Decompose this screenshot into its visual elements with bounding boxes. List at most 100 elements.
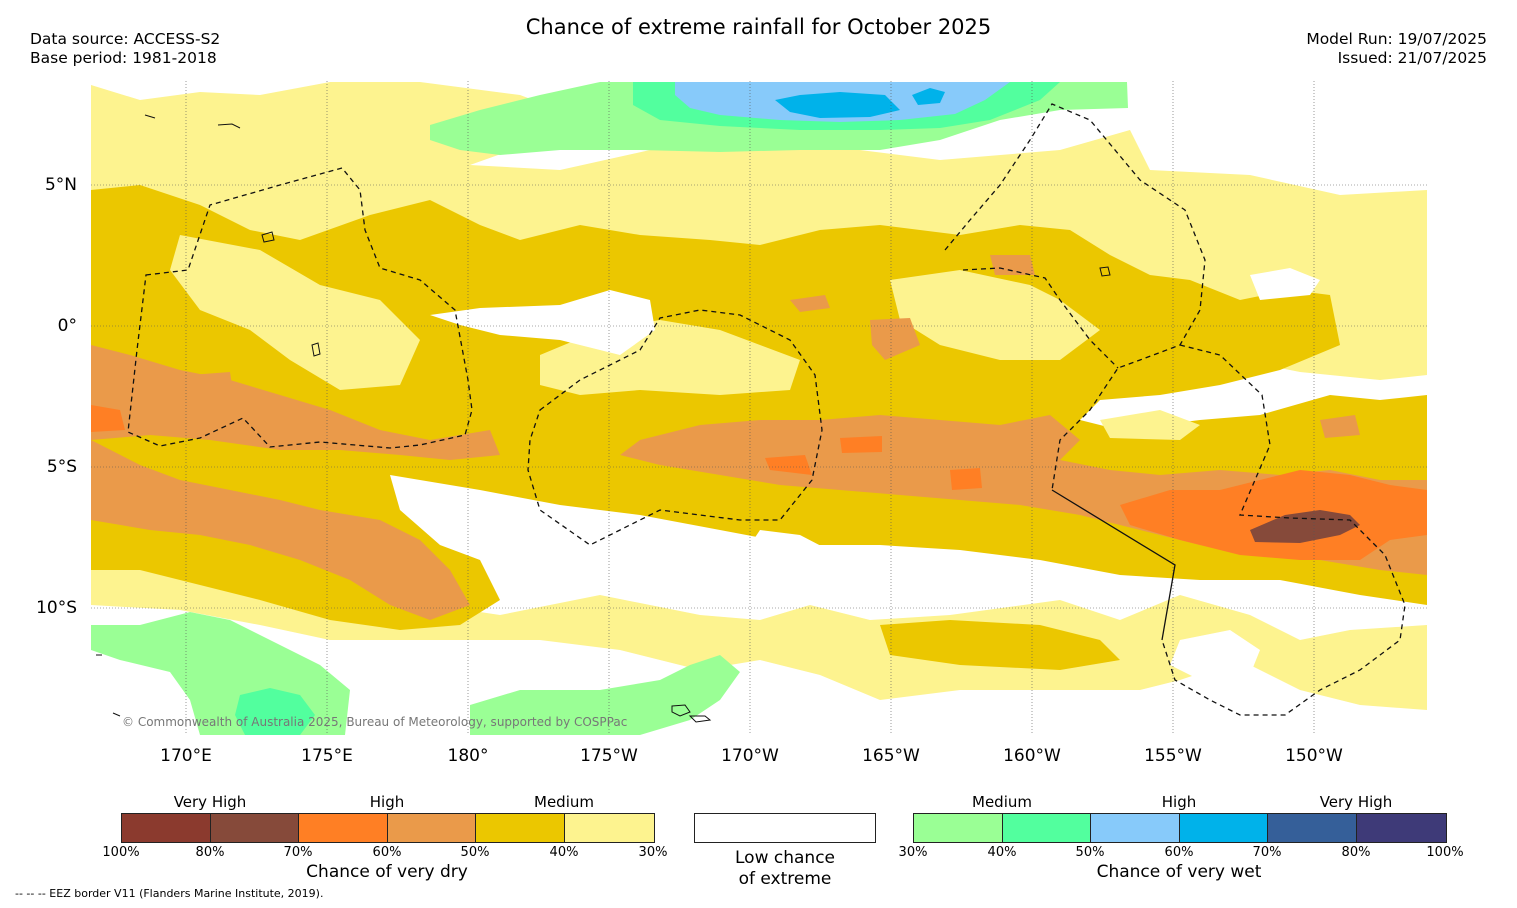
wet-60-70-patch-north	[912, 88, 945, 105]
header-left: Data source: ACCESS-S2 Base period: 1981…	[30, 30, 220, 68]
dry-50-60-patch-5	[190, 372, 232, 388]
lat-label-0: 0°	[57, 316, 77, 336]
low-chance-hole-4	[1250, 268, 1320, 300]
low-chance-swatch	[694, 813, 876, 843]
wet-category-medium: Medium	[972, 793, 1032, 811]
wet-category-high: High	[1161, 793, 1197, 811]
wet-colorbar-title: Chance of very wet	[1096, 862, 1262, 882]
dry-40-50-area	[91, 185, 1427, 630]
header-right: Model Run: 19/07/2025 Issued: 21/07/2025	[1306, 30, 1487, 68]
lon-label-175w: 175°W	[580, 746, 638, 766]
low-chance-line-2: of extreme	[738, 869, 832, 889]
dry-swatch-70-80	[211, 814, 299, 842]
dry-tick-70: 70%	[283, 845, 313, 860]
dry-60-70-patch-1	[91, 405, 125, 432]
low-chance-hole-3	[915, 555, 945, 580]
solid-border	[1051, 489, 1176, 641]
dry-60-70-patch-4	[950, 468, 982, 490]
dry-30-40-hole-1	[170, 235, 420, 390]
data-source: Data source: ACCESS-S2	[30, 30, 221, 48]
wet-tick-40: 40%	[987, 845, 1017, 860]
wet-swatch-50-60	[1091, 814, 1180, 842]
low-chance-label: Low chance of extreme	[694, 848, 876, 890]
dry-30-40-area-south	[91, 560, 1427, 710]
dry-60-70-patch-3	[840, 436, 882, 453]
lat-label-5s: 5°S	[46, 457, 77, 477]
wet-swatch-70-80	[1268, 814, 1357, 842]
wet-swatch-40-50	[1003, 814, 1091, 842]
eez-border-tuvalu-kiribati-west	[127, 167, 473, 449]
wet-tick-70: 70%	[1252, 845, 1282, 860]
low-chance-line-1: Low chance	[735, 848, 835, 868]
dry-50-60-area-2	[91, 440, 470, 620]
wet-category-very-high: Very High	[1319, 793, 1393, 811]
lat-label-5n: 5°N	[44, 175, 77, 195]
dry-swatch-80-100	[122, 814, 211, 842]
grid-lines	[91, 81, 1427, 735]
wet-40-50-area-south	[235, 688, 315, 735]
low-chance-hole-1	[430, 290, 655, 355]
base-period: Base period: 1981-2018	[30, 49, 217, 67]
dry-category-medium: Medium	[534, 793, 594, 811]
dry-swatch-60-70	[299, 814, 388, 842]
wet-30-40-area-south-2	[470, 655, 740, 735]
low-chance-hole-6	[1080, 585, 1120, 610]
dry-colorbar-title: Chance of very dry	[306, 862, 468, 882]
lon-label-160w: 160°W	[1003, 746, 1061, 766]
lon-label-170w: 170°W	[721, 746, 779, 766]
dry-50-60-patch-1	[790, 295, 830, 312]
dry-tick-30: 30%	[638, 845, 668, 860]
lon-label-165w: 165°W	[862, 746, 920, 766]
wet-tick-50: 50%	[1075, 845, 1105, 860]
wet-tick-100: 100%	[1426, 845, 1464, 860]
wet-tick-60: 60%	[1164, 845, 1194, 860]
dry-tick-100: 100%	[102, 845, 140, 860]
lon-label-175e: 175°E	[301, 746, 353, 766]
island-outlines	[96, 114, 1111, 723]
eez-border-tokelau	[527, 309, 823, 546]
lon-label-155w: 155°W	[1144, 746, 1202, 766]
lat-label-10s: 10°S	[36, 598, 77, 618]
dry-60-70-patch-2	[765, 455, 812, 475]
dry-colorbar	[121, 813, 655, 843]
dry-50-60-patch-3	[990, 255, 1035, 275]
dry-tick-60: 60%	[372, 845, 402, 860]
issued-date: Issued: 21/07/2025	[1337, 49, 1487, 67]
lon-label-180: 180°	[447, 746, 489, 766]
dry-70-80-area	[1250, 510, 1360, 543]
dry-50-60-patch-2	[870, 318, 920, 360]
map-title: Chance of extreme rainfall for October 2…	[525, 15, 992, 39]
dry-40-50-patch	[880, 620, 1120, 670]
dry-30-40-hole-3	[890, 270, 1100, 360]
wet-swatch-30-40	[914, 814, 1003, 842]
low-chance-hole-5	[1170, 630, 1260, 680]
dry-60-70-area	[1120, 470, 1427, 560]
wet-colorbar	[913, 813, 1447, 843]
dry-tick-80: 80%	[195, 845, 225, 860]
wet-swatch-80-100	[1357, 814, 1446, 842]
lon-label-150w: 150°W	[1285, 746, 1343, 766]
dry-tick-40: 40%	[549, 845, 579, 860]
eez-borders	[127, 103, 1406, 716]
eez-border-central	[962, 267, 1119, 369]
low-chance-hole-2	[750, 530, 825, 565]
lon-label-170e: 170°E	[160, 746, 212, 766]
eez-footnote: -- -- -- EEZ border V11 (Flanders Marine…	[15, 887, 324, 900]
copyright-notice: © Commonwealth of Australia 2025, Bureau…	[122, 715, 628, 729]
dry-50-60-area	[91, 345, 500, 460]
dry-swatch-50-60	[388, 814, 476, 842]
wet-60-70-area-north	[775, 92, 900, 118]
dry-swatch-30-40	[565, 814, 654, 842]
dry-category-high: High	[369, 793, 405, 811]
wet-tick-80: 80%	[1341, 845, 1371, 860]
dry-category-very-high: Very High	[173, 793, 247, 811]
dry-30-40-hole-4	[1100, 410, 1200, 440]
wet-tick-30: 30%	[898, 845, 928, 860]
model-run: Model Run: 19/07/2025	[1306, 30, 1487, 48]
dry-tick-50: 50%	[460, 845, 490, 860]
dry-50-60-patch-4	[1320, 415, 1360, 438]
eez-border-line-islands	[944, 103, 1206, 491]
dry-swatch-40-50	[476, 814, 565, 842]
wet-swatch-60-70	[1180, 814, 1268, 842]
